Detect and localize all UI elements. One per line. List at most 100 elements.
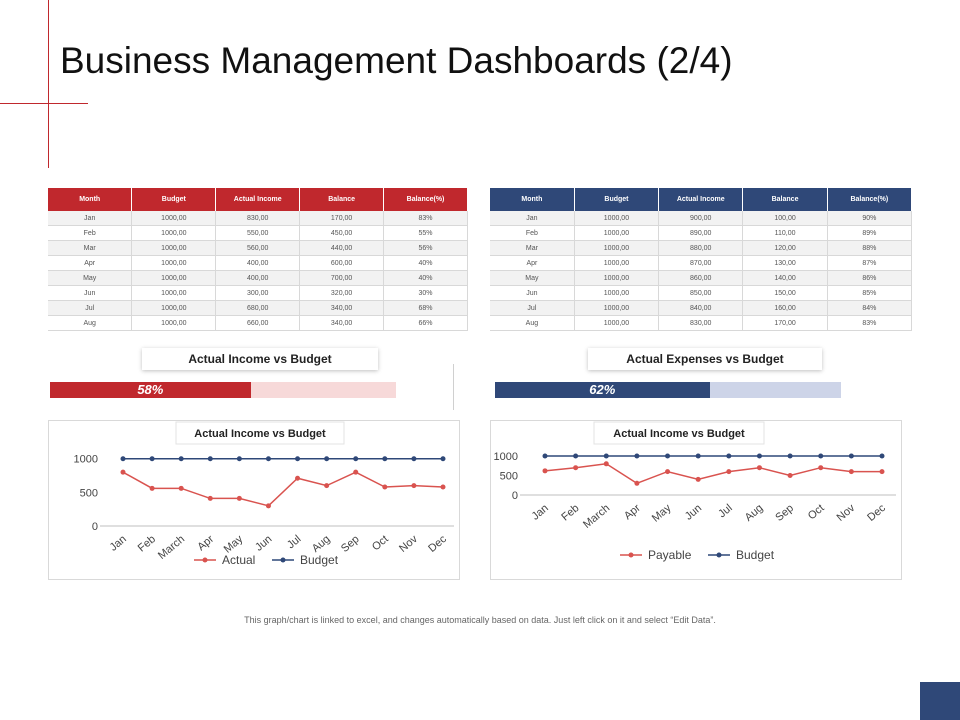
table-cell: 400,00 — [215, 270, 301, 286]
data-point-budget — [848, 453, 854, 459]
chart-title-box — [175, 421, 345, 445]
data-point-budget — [634, 453, 640, 459]
table-row: May 1000,00 400,00 700,00 40% — [48, 270, 468, 286]
table-row: Feb 1000,00 550,00 450,00 55% — [48, 225, 468, 241]
data-point-budget — [440, 456, 446, 462]
table-cell: May — [48, 270, 133, 286]
page-title: Business Management Dashboards (2/4) — [60, 40, 733, 81]
table-cell: 110,00 — [742, 225, 828, 241]
right-table-header-month: Month — [490, 188, 575, 211]
table-cell: 340,00 — [299, 315, 385, 331]
data-point-payable — [634, 480, 640, 486]
data-point-payable — [848, 469, 854, 475]
table-cell: 120,00 — [742, 240, 828, 256]
progress-caption-left: Actual Income vs Budget — [142, 348, 378, 370]
table-cell: Jul — [490, 300, 575, 316]
table-cell: 1000,00 — [574, 315, 660, 331]
data-point-budget — [207, 456, 213, 462]
table-cell: 66% — [383, 315, 468, 331]
data-point-actual — [295, 475, 301, 481]
y-tick-label: 500 — [80, 487, 98, 499]
legend-marker-actual — [202, 557, 208, 563]
data-point-budget — [665, 453, 671, 459]
table-cell: 1000,00 — [131, 240, 217, 256]
table-cell: 87% — [827, 255, 913, 271]
chart-title: Actual Income vs Budget — [194, 428, 326, 440]
table-row: Jun 1000,00 850,00 150,00 85% — [490, 285, 913, 301]
table-cell: 840,00 — [658, 300, 744, 316]
data-point-budget — [265, 456, 271, 462]
data-point-budget — [324, 456, 330, 462]
table-cell: 880,00 — [658, 240, 744, 256]
table-cell: 40% — [383, 255, 468, 271]
table-cell: 83% — [383, 211, 468, 226]
table-cell: 140,00 — [742, 270, 828, 286]
data-point-budget — [603, 453, 609, 459]
left-table-header-budget: Budget — [131, 188, 217, 211]
data-point-payable — [573, 465, 579, 471]
data-point-budget — [353, 456, 359, 462]
table-row: Apr 1000,00 400,00 600,00 40% — [48, 255, 468, 271]
data-point-payable — [695, 476, 701, 482]
left-table-header-month: Month — [48, 188, 133, 211]
table-cell: 830,00 — [215, 211, 301, 226]
table-row: Jul 1000,00 680,00 340,00 68% — [48, 300, 468, 316]
progress-fill-right: 62% — [495, 382, 710, 398]
table-cell: Aug — [490, 315, 575, 331]
data-point-actual — [207, 495, 213, 501]
progress-fill-left: 58% — [50, 382, 251, 398]
table-cell: May — [490, 270, 575, 286]
table-cell: Jul — [48, 300, 133, 316]
left-table-header-actual-income: Actual Income — [215, 188, 301, 211]
table-cell: 830,00 — [658, 315, 744, 331]
table-cell: 870,00 — [658, 255, 744, 271]
progress-track-left: 58% — [50, 382, 396, 398]
data-point-budget — [726, 453, 732, 459]
series-line-payable — [544, 463, 882, 485]
chart-frame — [48, 420, 460, 580]
table-cell: 1000,00 — [574, 270, 660, 286]
table-cell: 30% — [383, 285, 468, 301]
chart-title-box — [593, 421, 765, 445]
y-tick-label: 1000 — [74, 454, 98, 466]
table-row: Aug 1000,00 660,00 340,00 66% — [48, 315, 468, 331]
table-cell: 1000,00 — [574, 211, 660, 226]
line-chart-right: Actual Income vs Budget 0 500 1000 Jan Feb Mar… — [490, 420, 902, 580]
table-cell: 55% — [383, 225, 468, 241]
data-point-budget — [573, 453, 579, 459]
table-cell: 130,00 — [742, 255, 828, 271]
table-cell: 160,00 — [742, 300, 828, 316]
right-table-header-balance: Balance(%) — [827, 188, 913, 211]
table-cell: 1000,00 — [131, 270, 217, 286]
table-cell: Mar — [490, 240, 575, 256]
data-point-payable — [818, 465, 824, 471]
data-point-payable — [542, 468, 548, 474]
table-cell: 680,00 — [215, 300, 301, 316]
data-point-actual — [440, 484, 446, 490]
table-row: Mar 1000,00 560,00 440,00 56% — [48, 240, 468, 256]
table-cell: 660,00 — [215, 315, 301, 331]
table-cell: 1000,00 — [131, 255, 217, 271]
data-point-actual — [353, 469, 359, 475]
table-cell: Apr — [48, 255, 133, 271]
table-cell: 560,00 — [215, 240, 301, 256]
table-cell: 1000,00 — [131, 285, 217, 301]
legend-marker-payable — [628, 552, 634, 558]
table-cell: 700,00 — [299, 270, 385, 286]
table-cell: 1000,00 — [574, 285, 660, 301]
data-point-payable — [879, 469, 885, 475]
legend-label-payable: Payable — [648, 548, 692, 562]
right-table-header-balance: Balance — [742, 188, 828, 211]
legend-marker-budget — [280, 557, 286, 563]
legend-label-budget: Budget — [300, 553, 339, 567]
table-row: May 1000,00 860,00 140,00 86% — [490, 270, 913, 286]
table-cell: 170,00 — [742, 315, 828, 331]
footnote: This graph/chart is linked to excel, and… — [244, 615, 716, 625]
income-table-right: Month Budget Actual Income Balance Balance(%… — [490, 188, 913, 331]
data-point-actual — [411, 483, 417, 489]
table-cell: 170,00 — [299, 211, 385, 226]
table-cell: 900,00 — [658, 211, 744, 226]
table-row: Jun 1000,00 300,00 320,00 30% — [48, 285, 468, 301]
table-cell: 320,00 — [299, 285, 385, 301]
